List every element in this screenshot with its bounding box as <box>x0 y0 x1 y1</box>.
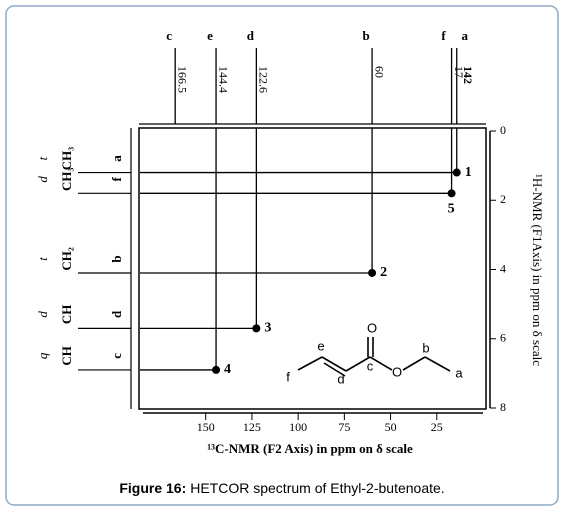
peak-letter: d <box>109 310 124 318</box>
x-tick-label: 150 <box>197 420 215 434</box>
peak-letter: e <box>207 28 213 43</box>
peak-letter: b <box>362 28 369 43</box>
y-axis-label: ¹H-NMR (F1Axis) in ppm on δ scalc <box>530 174 545 366</box>
y-tick-label: 4 <box>500 261 506 275</box>
x-tick-label: 125 <box>243 420 261 434</box>
y-tick-label: 8 <box>500 400 506 414</box>
y-tick-label: 0 <box>500 123 506 137</box>
multiplicity: q <box>35 352 50 359</box>
correlation-point <box>368 268 377 277</box>
multiplicity: t <box>35 156 50 160</box>
group-label: CH <box>59 305 74 325</box>
peak-letter: f <box>109 176 124 181</box>
multiplicity: d <box>35 176 50 183</box>
peak-letter: b <box>109 255 124 262</box>
peak-shift-label: 144.4 <box>216 66 230 93</box>
correlation-point <box>447 189 456 198</box>
structure-label: b <box>422 340 429 355</box>
structure-bonds <box>297 337 451 377</box>
y-tick-label: 2 <box>500 192 506 206</box>
peak-letter: d <box>247 28 255 43</box>
point-label: 2 <box>380 265 387 280</box>
x-tick-label: 75 <box>338 420 350 434</box>
peak-shift-label: 166.5 <box>175 66 189 93</box>
caption-text: HETCOR spectrum of Ethyl-2-butenoate. <box>190 480 444 496</box>
peak-shift-label: 122.6 <box>257 66 271 93</box>
structure-label: f <box>286 369 290 384</box>
structure-label: d <box>337 371 344 386</box>
structure-label: c <box>367 358 374 373</box>
multiplicity: d <box>35 311 50 318</box>
y-tick-label: 6 <box>500 331 506 345</box>
peak-letter: c <box>166 28 172 43</box>
structure-label: e <box>317 338 324 353</box>
x-tick-label: 50 <box>385 420 397 434</box>
group-label: CH <box>59 346 74 366</box>
correlation-point <box>452 168 461 177</box>
plot-frame <box>138 127 487 410</box>
group-label: CH₃ <box>59 147 74 171</box>
point-label: 4 <box>224 362 231 377</box>
peak-letter: c <box>109 353 124 359</box>
structure-label: a <box>455 365 463 380</box>
correlation-point <box>252 324 261 333</box>
peak-letter: a <box>109 155 124 162</box>
peak-letter: a <box>461 28 468 43</box>
x-axis-label: ¹³C-NMR (F2 Axis) in ppm on δ scale <box>207 441 413 456</box>
point-label: 5 <box>448 202 455 217</box>
point-label: 3 <box>264 321 271 336</box>
figure-border <box>5 5 559 506</box>
structure-label: O <box>392 364 402 379</box>
correlation-point <box>212 365 221 374</box>
peak-shift-label: 142 <box>461 66 475 84</box>
peak-letter: f <box>441 28 446 43</box>
peak-shift-label: 17 <box>452 66 466 78</box>
structure-label: O <box>367 320 377 335</box>
multiplicity: t <box>35 257 50 261</box>
caption-label: Figure 16: <box>119 480 186 496</box>
group-label: CH₂ <box>59 247 74 271</box>
peak-shift-label: 60 <box>372 66 386 78</box>
caption: Figure 16: HETCOR spectrum of Ethyl-2-but… <box>119 480 444 496</box>
group-label: CH₃ <box>59 168 74 192</box>
point-label: 1 <box>465 165 472 180</box>
x-tick-label: 25 <box>431 420 443 434</box>
x-tick-label: 100 <box>289 420 307 434</box>
